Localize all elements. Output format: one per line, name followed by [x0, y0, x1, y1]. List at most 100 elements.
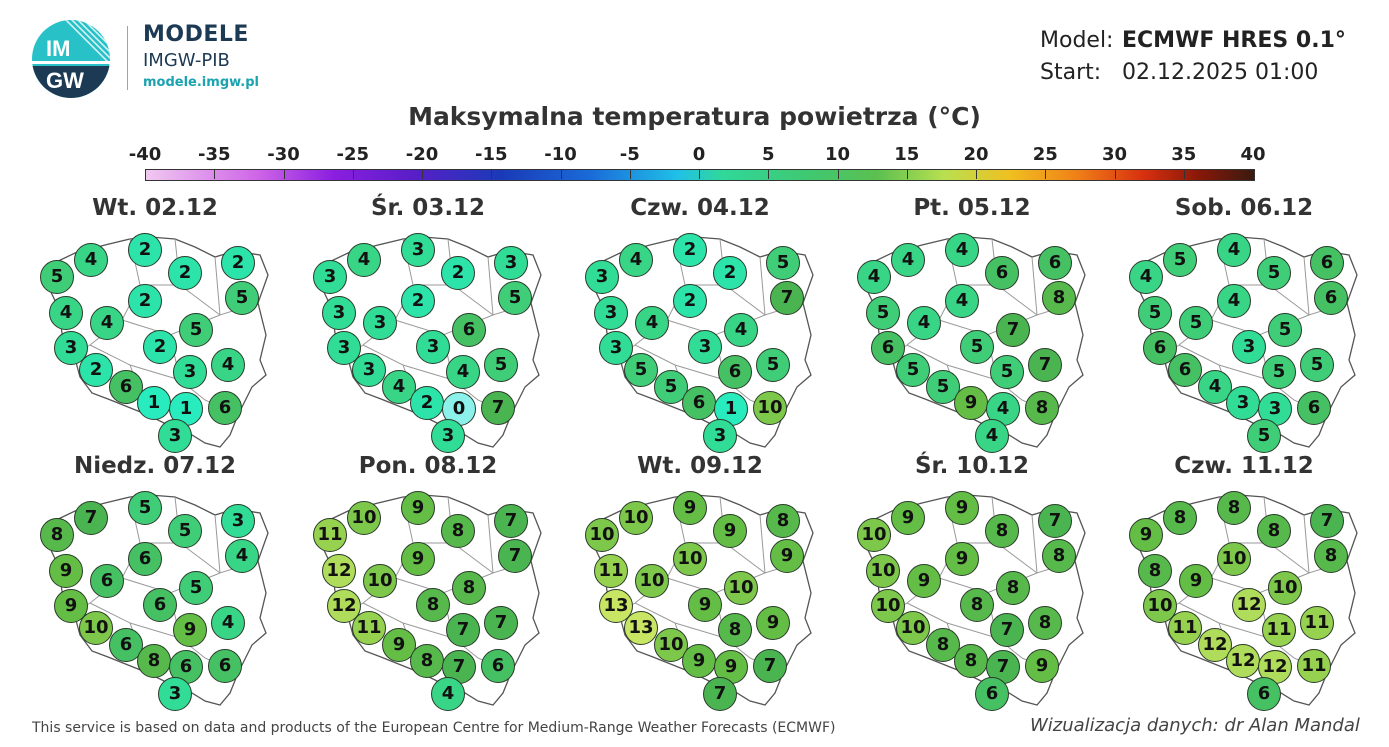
temperature-bubble: 8	[954, 644, 988, 678]
temperature-bubble: 8	[985, 514, 1019, 548]
forecast-map: Wt. 09.12 10 10 9 9 8 11 10 10 9 13 9 10 13 8 9 10 9 9 7 7	[575, 453, 825, 711]
scale-label: 20	[963, 144, 989, 165]
temperature-bubble: 10	[753, 391, 787, 425]
temperature-bubble: 4	[619, 243, 653, 277]
temperature-bubble: 4	[945, 233, 979, 267]
temperature-bubble: 4	[857, 260, 891, 294]
forecast-map: Śr. 10.12 10 9 9 8 7 10 9 9 8 10 8 8 10 7 8 8 8 7 9 6	[847, 453, 1097, 711]
scale-label: -20	[405, 144, 439, 165]
temperature-bubble: 7	[74, 501, 108, 535]
temperature-bubble: 3	[688, 330, 722, 364]
temperature-bubble: 8	[40, 518, 74, 552]
temperature-bubble: 3	[703, 419, 737, 453]
temperature-bubble: 5	[756, 348, 790, 382]
map-date-title: Śr. 03.12	[370, 195, 486, 221]
temperature-bubble: 9	[713, 514, 747, 548]
temperature-bubble: 8	[416, 588, 450, 622]
temperature-bubble: 12	[1232, 588, 1266, 622]
temperature-bubble: 8	[718, 613, 752, 647]
scale-label: 35	[1171, 144, 1197, 165]
temperature-bubble: 3	[158, 677, 192, 711]
temperature-bubble: 10	[363, 564, 397, 598]
temperature-bubble: 8	[1257, 514, 1291, 548]
temperature-bubble: 11	[1300, 606, 1334, 640]
temperature-bubble: 12	[322, 554, 356, 588]
scale-label: 25	[1032, 144, 1058, 165]
temperature-bubble: 8	[996, 571, 1030, 605]
temperature-bubble: 2	[441, 256, 475, 290]
temperature-bubble: 10	[866, 554, 900, 588]
scale-tick	[699, 169, 700, 179]
temperature-bubble: 6	[90, 564, 124, 598]
temperature-bubble: 9	[756, 606, 790, 640]
temperature-bubble: 6	[143, 588, 177, 622]
scale-label: -40	[128, 144, 162, 165]
color-scale-bar	[145, 169, 1255, 181]
scale-tick	[629, 169, 631, 179]
forecast-map: Czw. 11.12 9 8 8 8 7 8 9 10 8 10 12 10 11 11 11 12 12 12 11…	[1119, 453, 1369, 711]
scale-label: 40	[1240, 144, 1266, 165]
temperature-bubble: 6	[1310, 246, 1344, 280]
scale-tick	[491, 169, 493, 179]
temperature-bubble: 9	[891, 501, 925, 535]
temperature-bubble: 1	[137, 386, 171, 420]
temperature-bubble: 4	[1217, 284, 1251, 318]
temperature-bubble: 5	[168, 514, 202, 548]
temperature-bubble: 9	[770, 539, 804, 573]
temperature-bubble: 5	[1300, 348, 1334, 382]
temperature-bubble: 9	[954, 386, 988, 420]
temperature-bubble: 4	[1129, 260, 1163, 294]
scale-tick	[352, 169, 354, 179]
temperature-bubble: 9	[688, 588, 722, 622]
temperature-bubble: 3	[327, 331, 361, 365]
temperature-bubble: 8	[1163, 501, 1197, 535]
temperature-bubble: 3	[322, 296, 356, 330]
temperature-bubble: 8	[766, 504, 800, 538]
temperature-bubble: 9	[49, 554, 83, 588]
temperature-bubble: 9	[1025, 649, 1059, 683]
temperature-bubble: 5	[960, 330, 994, 364]
map-date-title: Śr. 10.12	[914, 453, 1030, 479]
temperature-bubble: 11	[594, 554, 628, 588]
scale-tick	[422, 169, 423, 179]
temperature-bubble: 8	[1028, 606, 1062, 640]
temperature-bubble: 4	[635, 306, 669, 340]
model-label: Model:	[1040, 28, 1114, 53]
temperature-bubble: 12	[1198, 628, 1232, 662]
temperature-bubble: 5	[128, 491, 162, 525]
scale-tick	[214, 169, 216, 179]
temperature-bubble: 4	[49, 296, 83, 330]
temperature-bubble: 8	[137, 644, 171, 678]
start-label: Start:	[1040, 60, 1102, 85]
temperature-bubble: 6	[1168, 353, 1202, 387]
temperature-bubble: 3	[1232, 330, 1266, 364]
temperature-bubble: 2	[221, 246, 255, 280]
temperature-bubble: 7	[770, 281, 804, 315]
map-date-title: Niedz. 07.12	[73, 453, 237, 479]
temperature-bubble: 7	[703, 677, 737, 711]
map-date-title: Czw. 11.12	[1174, 453, 1314, 479]
temperature-bubble: 4	[431, 677, 465, 711]
temperature-bubble: 6	[208, 649, 242, 683]
temperature-bubble: 7	[484, 606, 518, 640]
scale-tick	[283, 169, 285, 179]
temperature-bubble: 2	[410, 386, 444, 420]
temperature-bubble: 6	[975, 677, 1009, 711]
temperature-bubble: 9	[401, 491, 435, 525]
temperature-bubble: 10	[654, 628, 688, 662]
temperature-bubble: 10	[896, 611, 930, 645]
forecast-map: Czw. 04.12 3 4 2 2 5 3 4 2 7 3 3 4 5 6 5 5 6 1 10 3	[575, 195, 825, 453]
temperature-bubble: 10	[673, 542, 707, 576]
logo-url[interactable]: modele.imgw.pl	[143, 75, 259, 90]
temperature-bubble: 5	[654, 370, 688, 404]
temperature-bubble: 5	[1179, 306, 1213, 340]
temperature-bubble: 4	[211, 348, 245, 382]
scale-tick	[837, 169, 839, 179]
temperature-bubble: 5	[179, 571, 213, 605]
temperature-bubble: 2	[143, 330, 177, 364]
temperature-bubble: 6	[682, 386, 716, 420]
temperature-bubble: 9	[1179, 564, 1213, 598]
scale-label: -25	[336, 144, 370, 165]
temperature-bubble: 4	[1217, 233, 1251, 267]
temperature-bubble: 6	[452, 313, 486, 347]
